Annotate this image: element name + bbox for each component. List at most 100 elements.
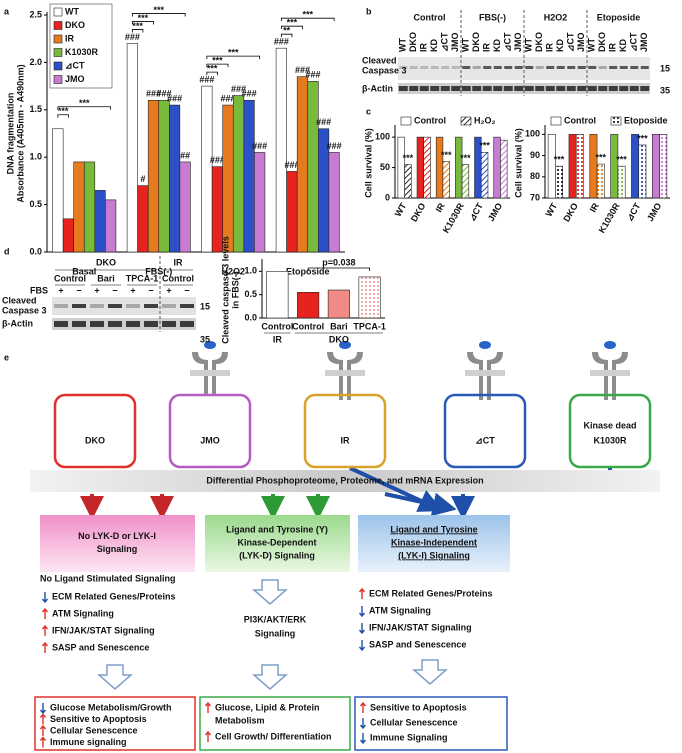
y-tick-label: 70 bbox=[530, 192, 540, 202]
significance-label: ### bbox=[210, 155, 225, 165]
group-label: Control bbox=[414, 12, 446, 22]
y-tick-label: 0 bbox=[385, 192, 390, 202]
x-tick-label: Control bbox=[261, 321, 293, 331]
receptor-icon bbox=[325, 341, 365, 400]
outcome-item: Sensitive to Apoptosis bbox=[50, 714, 147, 724]
direction-arrow bbox=[41, 607, 49, 619]
bar bbox=[169, 104, 181, 253]
bar bbox=[547, 134, 556, 199]
lane-label: DKO bbox=[471, 32, 481, 52]
size-marker: 35 bbox=[200, 334, 210, 344]
legend-label: WT bbox=[65, 6, 79, 16]
bar bbox=[137, 185, 149, 253]
receptor-label: ⊿CT bbox=[475, 435, 495, 445]
direction-arrow bbox=[358, 640, 366, 652]
legend-swatch bbox=[53, 34, 63, 44]
band bbox=[504, 66, 513, 69]
receptor-icons bbox=[190, 341, 630, 400]
class-title: Signaling bbox=[97, 544, 138, 554]
band bbox=[598, 86, 608, 91]
outcome-box bbox=[354, 696, 508, 751]
list-item: SASP and Senescence bbox=[369, 639, 466, 649]
band bbox=[566, 86, 576, 91]
x-tick-label: IR bbox=[434, 201, 447, 214]
significance-label: *** bbox=[595, 152, 606, 162]
bar bbox=[493, 136, 501, 199]
x-tick-label: IR bbox=[588, 201, 601, 214]
bar bbox=[659, 134, 668, 199]
band bbox=[577, 86, 587, 91]
group-label: DKO bbox=[96, 257, 116, 267]
annotation: p=0.038 bbox=[322, 257, 355, 267]
lane-label: KD bbox=[492, 39, 502, 52]
y-tick-label: 80 bbox=[530, 171, 540, 181]
band bbox=[126, 321, 140, 327]
band bbox=[180, 304, 194, 308]
y-tick-label: 100 bbox=[525, 129, 540, 139]
band bbox=[525, 66, 534, 69]
bracket-label: *** bbox=[138, 13, 149, 23]
arrow bbox=[384, 492, 457, 517]
class-title: Kinase-Dependent bbox=[237, 537, 316, 547]
lane-label: JMO bbox=[513, 32, 523, 52]
bar bbox=[158, 100, 170, 253]
outcome-item: Immune signaling bbox=[50, 737, 127, 747]
x-tick-label: ⊿CT bbox=[467, 201, 486, 223]
y-axis-label: Cell survival (%) bbox=[513, 128, 523, 198]
outcome-item: Glucose, Lipid & Protein bbox=[215, 702, 320, 712]
y-tick-label: 2.5 bbox=[29, 9, 42, 19]
bracket-label: *** bbox=[79, 98, 90, 108]
receptor-icon bbox=[590, 341, 630, 400]
band bbox=[441, 66, 450, 69]
x-tick-label: WT bbox=[393, 201, 409, 219]
direction-arrow bbox=[358, 623, 366, 635]
hollow-arrow bbox=[252, 579, 288, 605]
hollow-arrow bbox=[97, 664, 133, 690]
band bbox=[409, 66, 418, 69]
band bbox=[619, 66, 628, 69]
significance-label: *** bbox=[460, 153, 471, 163]
lane-label: KD bbox=[429, 39, 439, 52]
bar bbox=[610, 134, 619, 199]
y-axis-label: Cleaved caspase 3 levels bbox=[220, 236, 230, 344]
lane-label: WT bbox=[524, 38, 534, 52]
direction-arrow bbox=[204, 730, 212, 742]
bar bbox=[397, 136, 405, 199]
legend-label: K1030R bbox=[65, 47, 99, 57]
banner bbox=[30, 470, 660, 492]
band bbox=[472, 66, 481, 69]
y-tick-label: 1.5 bbox=[29, 104, 42, 114]
lane-label: KD bbox=[555, 39, 565, 52]
condition-label: TPCA-1 bbox=[126, 273, 159, 283]
bracket-label: *** bbox=[58, 106, 69, 116]
significance-label: *** bbox=[403, 153, 414, 163]
bracket bbox=[307, 267, 371, 271]
band bbox=[630, 66, 639, 69]
significance-label: ### bbox=[157, 89, 172, 99]
receptor-sublabel: Kinase dead bbox=[583, 420, 636, 430]
significance-label: ### bbox=[231, 84, 246, 94]
bar bbox=[500, 139, 508, 199]
direction-arrow bbox=[41, 624, 49, 636]
y-axis-label: in FBS(-) bbox=[230, 271, 240, 309]
receptor-label: DKO bbox=[85, 435, 105, 445]
legend-label: ⊿CT bbox=[65, 60, 85, 70]
y-tick-label: 0.0 bbox=[29, 246, 42, 256]
bar bbox=[296, 76, 309, 253]
bracket bbox=[131, 21, 154, 25]
significance-label: ## bbox=[180, 150, 190, 160]
list-item: ATM Signaling bbox=[52, 608, 114, 618]
hollow-arrow bbox=[252, 664, 288, 690]
band bbox=[461, 86, 471, 91]
fbs-sign: + bbox=[94, 285, 99, 295]
band bbox=[144, 321, 158, 327]
y-tick-label: 100 bbox=[375, 132, 390, 142]
band bbox=[430, 66, 439, 69]
row-label: Caspase 3 bbox=[362, 65, 407, 75]
band bbox=[162, 304, 176, 308]
lane-label: WT bbox=[461, 38, 471, 52]
band bbox=[577, 66, 586, 69]
bar bbox=[404, 164, 412, 199]
x-tick-label: Bari bbox=[330, 321, 348, 331]
x-tick-label: Basal bbox=[72, 266, 96, 276]
